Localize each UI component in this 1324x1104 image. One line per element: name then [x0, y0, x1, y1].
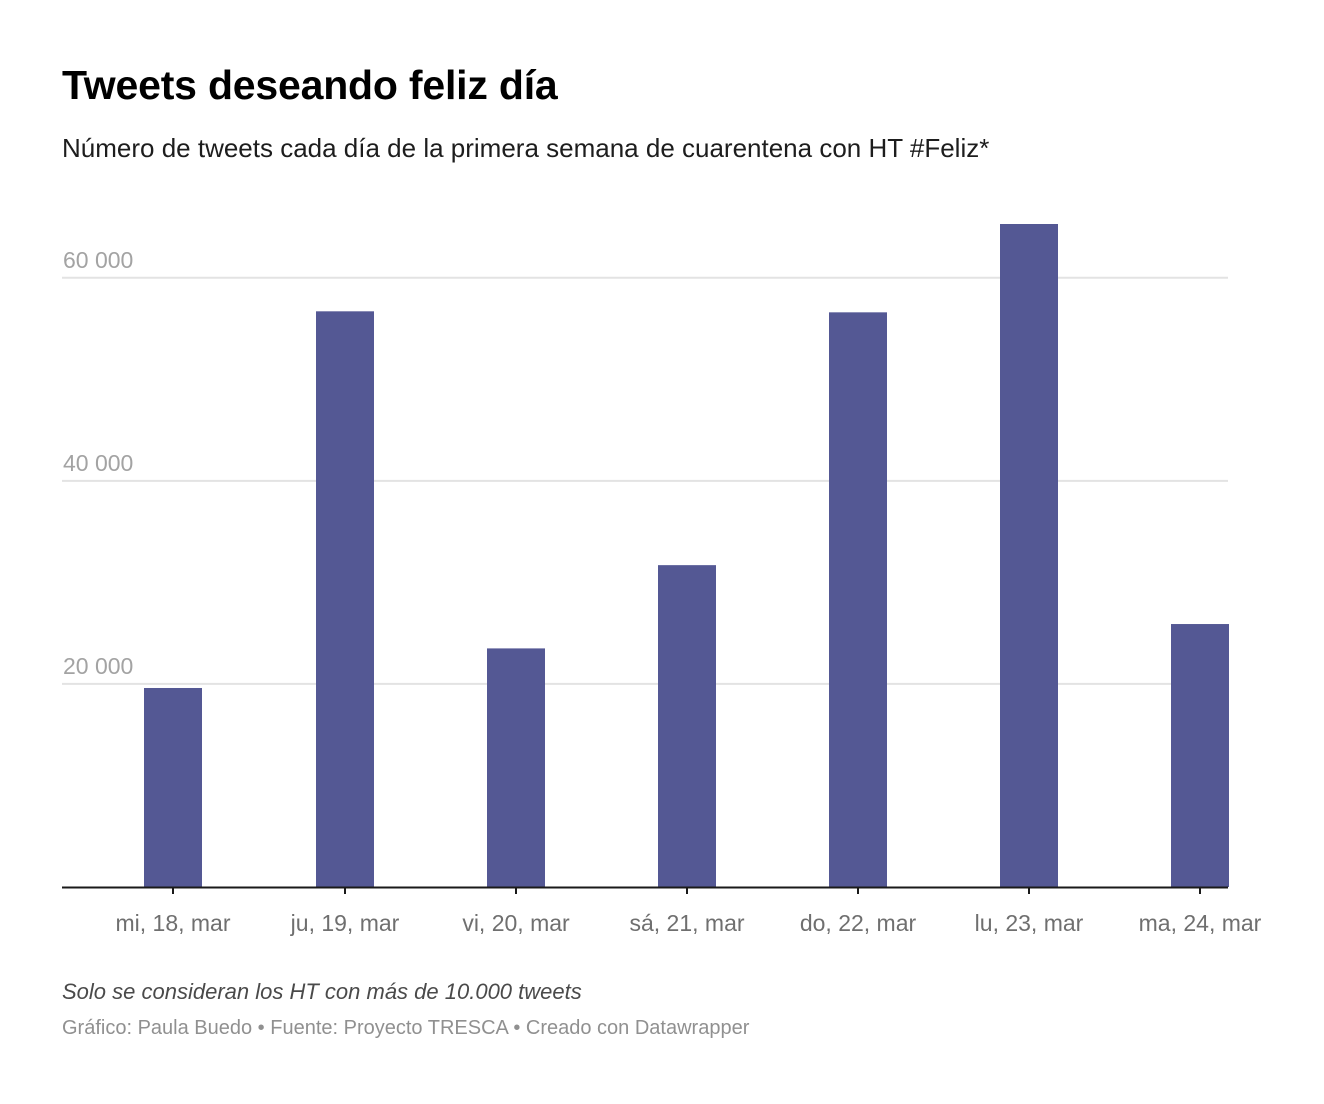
footer-separator: •: [507, 1017, 526, 1039]
bar[interactable]: [144, 687, 202, 887]
chart-footer: Gráfico: Paula Buedo • Fuente: Proyecto …: [62, 1017, 749, 1040]
x-tick-label: ma, 24, mar: [1139, 910, 1262, 936]
bar[interactable]: [1171, 624, 1229, 887]
bar[interactable]: [487, 648, 545, 887]
chart-title: Tweets deseando feliz día: [62, 62, 558, 108]
datawrapper-link[interactable]: Creado con Datawrapper: [525, 1017, 750, 1039]
bar[interactable]: [658, 565, 716, 887]
x-tick-label: vi, 20, mar: [462, 910, 570, 936]
chart-subtitle: Número de tweets cada día de la primera …: [62, 133, 990, 163]
x-tick-label: lu, 23, mar: [975, 910, 1084, 936]
y-tick-label: 20 000: [63, 653, 133, 679]
footer-separator: •: [252, 1017, 271, 1039]
x-tick-label: sá, 21, mar: [629, 910, 744, 936]
x-tick-label: mi, 18, mar: [115, 910, 230, 936]
y-tick-label: 60 000: [63, 247, 133, 273]
bar[interactable]: [316, 311, 374, 887]
x-axis: mi, 18, mar ju, 19, mar vi, 20, mar sá, 21,…: [62, 886, 1262, 936]
x-tick-label: do, 22, mar: [800, 910, 917, 936]
bars: [144, 224, 1229, 888]
x-tick-label: ju, 19, mar: [290, 910, 400, 936]
bar[interactable]: [829, 312, 887, 888]
y-tick-label: 40 000: [63, 450, 133, 476]
footer-source: Fuente: Proyecto TRESCA: [270, 1017, 508, 1039]
bar[interactable]: [1000, 224, 1058, 887]
chart-note: Solo se consideran los HT con más de 10.…: [62, 979, 582, 1004]
footer-credit: Gráfico: Paula Buedo: [62, 1017, 253, 1039]
